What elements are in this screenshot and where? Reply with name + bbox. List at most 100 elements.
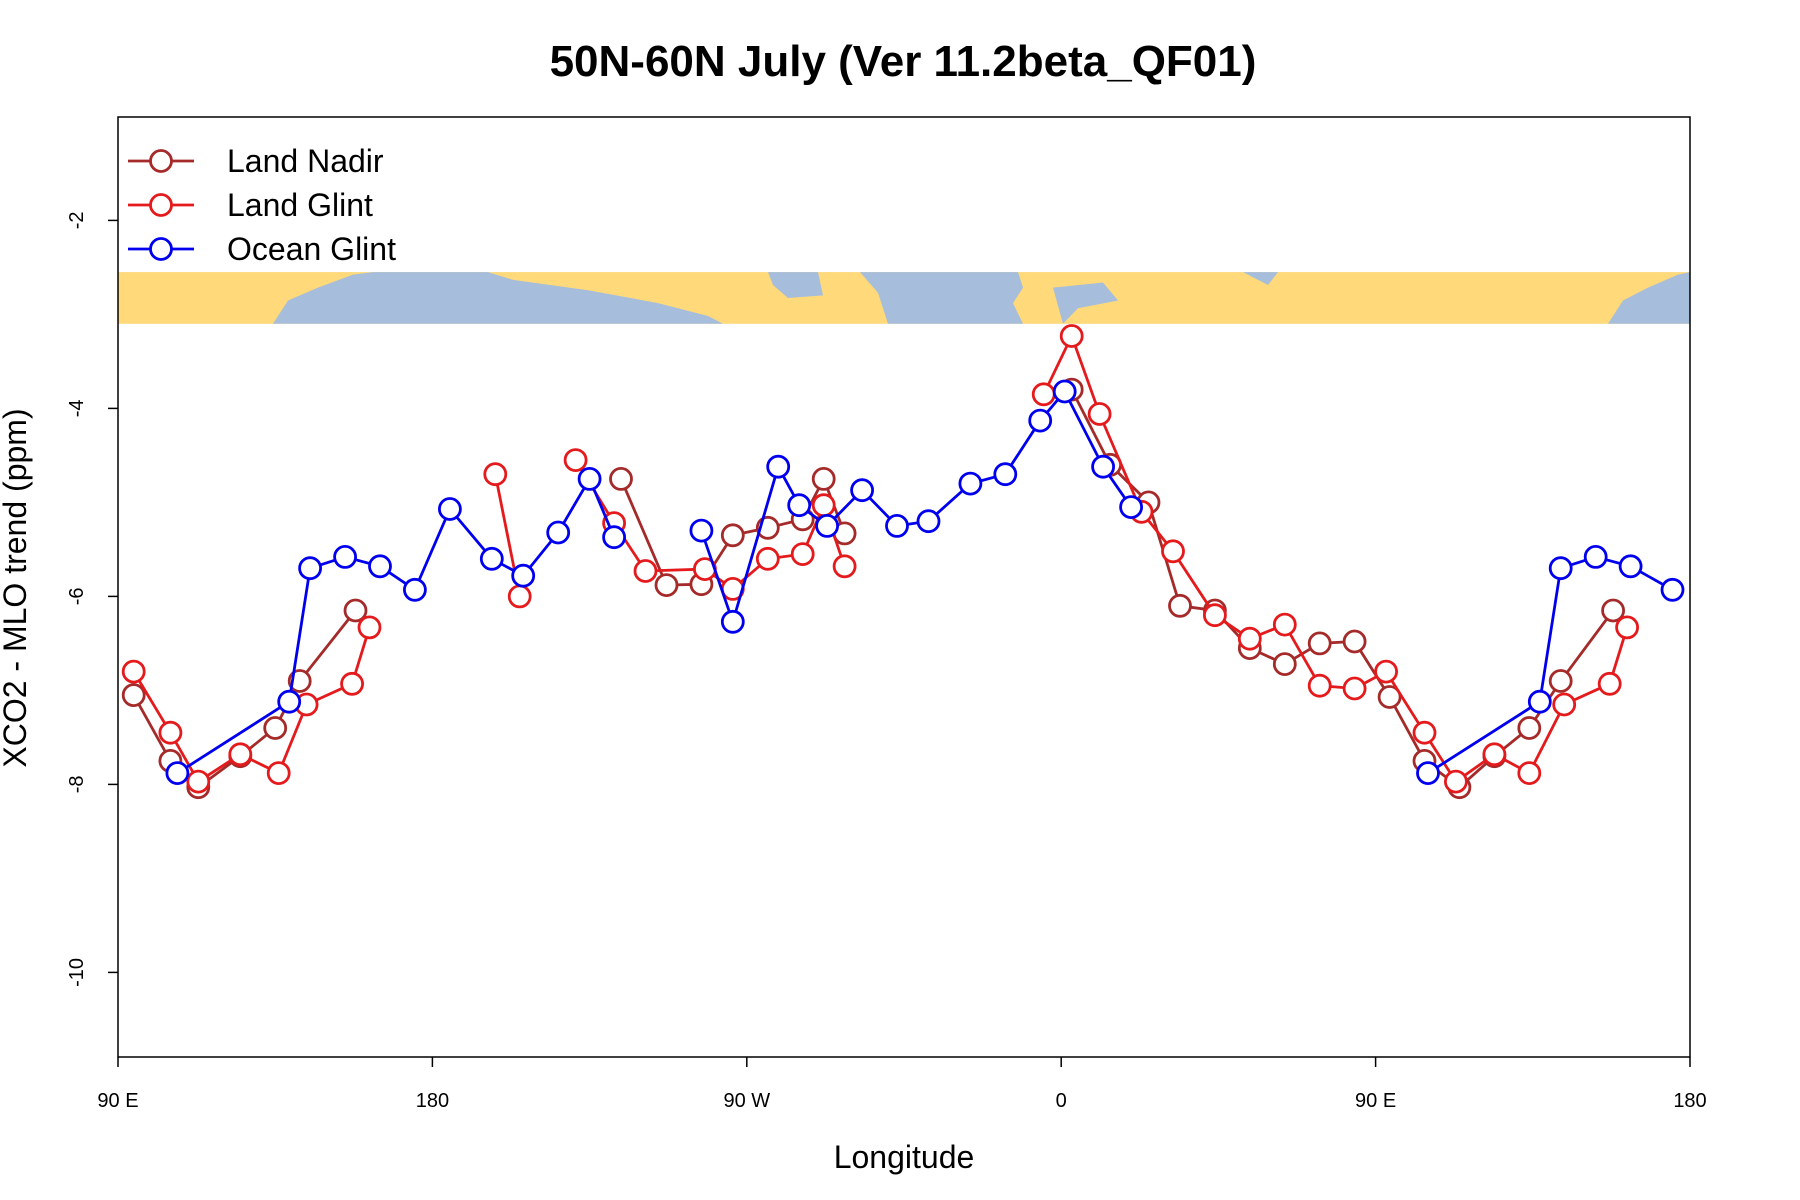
data-point-2-1-8	[958, 471, 983, 496]
data-point-0-1-0	[609, 466, 633, 491]
y-axis-label: XCO2 - MLO trend (ppm)	[0, 408, 33, 767]
series-line-2-0	[176, 475, 616, 775]
data-point-1-2-6	[790, 542, 815, 566]
data-point-1-0-4	[266, 761, 291, 785]
data-point-2-0-6	[437, 497, 462, 521]
map-ocean-3	[1053, 282, 1118, 324]
map-ocean-1	[768, 272, 823, 298]
x-axis-label: Longitude	[834, 1139, 975, 1175]
data-point-0-2-8	[1342, 629, 1367, 654]
data-point-2-2-0	[1416, 761, 1440, 785]
data-point-2-1-10	[1028, 408, 1053, 433]
y-tick-label-2: -6	[66, 588, 88, 606]
chart-title: 50N-60N July (Ver 11.2beta_QF01)	[550, 37, 1257, 86]
data-point-1-3-5	[1203, 603, 1227, 628]
data-point-1-1-1	[507, 584, 532, 609]
data-point-2-0-10	[577, 466, 602, 491]
data-point-2-1-11	[1052, 379, 1077, 404]
data-point-2-2-1	[1527, 689, 1552, 714]
y-tick-label-4: -10	[66, 958, 88, 987]
data-point-2-0-5	[402, 577, 427, 602]
map-ocean-5	[1243, 272, 1278, 286]
data-point-1-2-0	[563, 448, 588, 473]
data-point-1-3-10	[1374, 659, 1398, 684]
data-point-2-1-3	[787, 493, 812, 518]
data-point-1-1-0	[483, 462, 508, 487]
data-point-0-2-6	[1272, 652, 1297, 676]
legend: Land Nadir Land Glint Ocean Glint	[128, 143, 396, 267]
data-point-1-3-4	[1161, 539, 1185, 564]
data-point-2-1-5	[850, 478, 874, 503]
series-line-2-1	[700, 388, 1133, 627]
plot-frame	[117, 116, 1691, 1058]
data-point-2-0-7	[479, 546, 504, 571]
data-point-1-0-3	[228, 742, 253, 767]
x-tick-label-1: 180	[416, 1090, 449, 1112]
data-point-1-3-0	[1031, 382, 1056, 407]
data-point-2-1-12	[1091, 454, 1115, 479]
data-point-2-1-9	[993, 462, 1018, 487]
data-point-0-0-0	[121, 683, 146, 707]
data-point-1-0-1	[158, 720, 183, 745]
data-point-1-3-11	[1412, 720, 1437, 745]
x-axis: 90 E 180 90 W 0 90 E 180	[97, 1057, 1707, 1112]
data-point-2-0-2	[298, 556, 323, 581]
data-point-0-2-13	[1517, 716, 1542, 740]
data-point-1-3-15	[1552, 692, 1577, 717]
data-point-1-3-7	[1272, 612, 1297, 637]
data-point-2-2-5	[1660, 577, 1685, 602]
x-tick-label-2: 90 W	[723, 1090, 770, 1112]
x-tick-label-3: 0	[1056, 1090, 1067, 1112]
data-point-1-0-7	[357, 615, 382, 640]
data-point-2-1-1	[720, 609, 745, 634]
data-point-0-1-3	[720, 523, 745, 548]
x-tick-label-5: 180	[1673, 1090, 1706, 1112]
data-point-2-0-4	[368, 554, 392, 579]
data-point-0-2-3	[1168, 593, 1192, 618]
data-point-1-3-2	[1087, 402, 1112, 426]
data-point-1-0-0	[121, 659, 146, 684]
x-tick-label-0: 90 E	[97, 1090, 138, 1112]
data-point-2-0-9	[546, 520, 571, 545]
data-point-0-0-4	[263, 716, 288, 740]
y-tick-label-1: -4	[66, 400, 88, 418]
y-axis: -2 -4 -6 -8 -10	[66, 212, 118, 987]
data-point-2-0-1	[277, 689, 302, 714]
data-point-2-1-0	[689, 518, 714, 543]
data-point-0-1-6	[811, 466, 836, 491]
map-ocean-4	[1608, 272, 1690, 324]
data-point-0-2-7	[1307, 631, 1332, 656]
data-point-1-3-1	[1059, 324, 1084, 348]
data-point-1-3-6	[1237, 626, 1262, 651]
series-0	[121, 377, 1625, 800]
data-point-0-0-6	[343, 598, 368, 623]
series-layer	[121, 324, 1685, 800]
data-point-2-1-7	[916, 509, 941, 534]
data-point-1-3-14	[1517, 761, 1542, 785]
data-point-2-0-3	[333, 545, 358, 569]
x-tick-label-4: 90 E	[1355, 1090, 1396, 1112]
data-point-1-0-2	[186, 769, 211, 794]
legend-marker-1	[149, 193, 173, 217]
data-point-2-2-4	[1618, 554, 1643, 579]
data-point-1-3-13	[1482, 742, 1507, 767]
data-point-2-2-2	[1548, 556, 1573, 581]
data-point-1-3-17	[1615, 615, 1639, 640]
legend-marker-0	[149, 149, 173, 173]
data-point-0-1-1	[654, 573, 679, 597]
data-point-2-1-13	[1119, 495, 1143, 520]
legend-marker-2	[149, 237, 173, 261]
data-point-2-0-11	[602, 525, 626, 550]
data-point-1-2-2	[633, 559, 658, 583]
data-point-2-1-6	[885, 514, 909, 538]
data-point-2-1-4	[815, 514, 839, 538]
data-point-0-2-15	[1601, 598, 1625, 623]
data-point-2-0-0	[165, 761, 190, 785]
data-point-2-2-3	[1583, 545, 1608, 569]
data-point-0-2-14	[1548, 669, 1573, 693]
data-point-1-2-7	[811, 493, 836, 518]
series-line-2-2	[1427, 555, 1674, 775]
data-point-1-3-8	[1307, 673, 1332, 698]
data-point-1-2-5	[755, 546, 780, 571]
